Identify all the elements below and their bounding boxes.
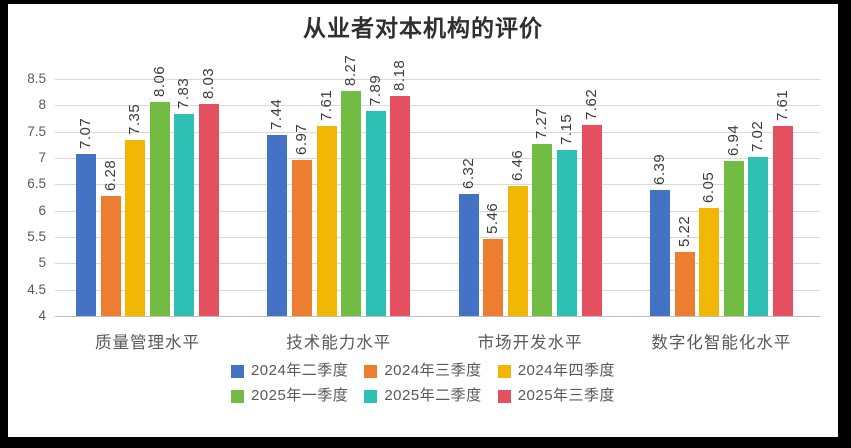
- bar: [76, 154, 96, 316]
- gridline: [55, 131, 820, 133]
- category-label: 数字化智能化水平: [651, 334, 792, 352]
- y-axis-tick-label: 8.5: [27, 71, 46, 86]
- chart-title: 从业者对本机构的评价: [303, 15, 543, 41]
- bar-value-label: 6.46: [508, 150, 526, 182]
- chart-legend: 2024年二季度 2024年三季度 2024年四季度 2025年一季度 2025年二季度…: [8, 362, 838, 405]
- legend-item: 2024年二季度: [230, 362, 349, 380]
- bar: [291, 159, 312, 316]
- y-axis-tick-label: 4.5: [27, 281, 46, 297]
- legend-item: 2024年三季度: [364, 362, 481, 380]
- gridline: [55, 263, 820, 265]
- legend-item: 2024年四季度: [497, 362, 616, 380]
- bar-value-label: 7.89: [366, 74, 384, 107]
- gridline: [55, 210, 820, 212]
- bar-value-label: 7.62: [582, 89, 600, 121]
- legend-row: 2024年二季度 2024年三季度 2024年四季度: [230, 362, 616, 380]
- bar-value-label: 7.02: [749, 120, 767, 152]
- bar-value-label: 6.94: [724, 124, 742, 157]
- gridline: [55, 316, 820, 317]
- bar-value-label: 6.05: [700, 171, 718, 204]
- legend-row: 2025年一季度 2025年二季度 2025年三季度: [230, 387, 616, 405]
- y-axis-tick-label: 5.5: [27, 229, 46, 244]
- bar: [557, 150, 577, 316]
- legend-series-label: 2025年二季度: [384, 387, 482, 404]
- bar-value-label: 5.46: [484, 202, 502, 235]
- bar: [458, 193, 479, 316]
- bar-value-label: 7.15: [558, 113, 575, 146]
- bar: [125, 139, 146, 316]
- bar-value-label: 8.18: [391, 59, 409, 91]
- bar: [772, 125, 793, 316]
- bar: [149, 102, 170, 316]
- bar: [649, 190, 670, 316]
- bar: [341, 91, 362, 316]
- legend-series-label: 2024年四季度: [517, 362, 616, 379]
- y-axis-tick-label: 6: [38, 202, 46, 218]
- bar-value-label: 7.27: [533, 107, 551, 139]
- bar-value-label: 7.35: [126, 103, 144, 135]
- legend-item: 2025年二季度: [364, 387, 481, 405]
- bar-value-label: 5.22: [675, 215, 693, 247]
- gridline: [55, 158, 820, 159]
- bar-value-label: 7.44: [268, 98, 286, 130]
- category-label: 市场开发水平: [477, 334, 583, 352]
- bar: [532, 143, 553, 316]
- bar-value-label: 8.03: [200, 67, 217, 99]
- bar-value-label: 7.83: [175, 78, 193, 110]
- y-axis-tick-label: 8: [38, 97, 46, 113]
- bar: [365, 111, 386, 316]
- bar: [390, 95, 411, 316]
- bar: [507, 186, 528, 316]
- bar-value-label: 6.28: [101, 159, 119, 191]
- bar: [748, 156, 769, 316]
- gridline: [55, 289, 820, 291]
- bar: [267, 134, 288, 316]
- legend-color-marker: [497, 364, 511, 378]
- chart-canvas: 从业者对本机构的评价 8.5 8 7.5 7 6.5 6 5.5 5 4.5 4 7.07 6.28…: [8, 4, 838, 437]
- legend-series-label: 2024年三季度: [384, 362, 482, 379]
- y-axis-tick-label: 7.5: [27, 123, 46, 139]
- bar: [723, 161, 744, 316]
- bar: [674, 251, 695, 316]
- legend-series-label: 2025年三季度: [517, 387, 616, 404]
- legend-color-marker: [230, 389, 244, 403]
- legend-item: 2025年三季度: [497, 387, 616, 405]
- gridline: [55, 79, 820, 80]
- legend-item: 2025年一季度: [230, 387, 349, 405]
- category-label: 质量管理水平: [95, 334, 200, 352]
- legend-color-marker: [497, 389, 511, 403]
- bar-value-label: 6.39: [650, 153, 668, 186]
- bar-value-label: 6.97: [292, 123, 310, 155]
- y-axis-tick-label: 5: [38, 255, 46, 271]
- bar-value-label: 8.27: [342, 54, 360, 87]
- gridline: [55, 237, 820, 238]
- gridline: [55, 105, 820, 107]
- bar-value-label: 7.61: [773, 89, 791, 121]
- bar-value-label: 7.07: [77, 118, 94, 150]
- bar-value-label: 8.06: [150, 65, 168, 98]
- bar-value-label: 6.32: [459, 157, 477, 189]
- bar: [699, 208, 720, 316]
- legend-series-label: 2024年二季度: [250, 362, 349, 379]
- y-axis-tick-label: 4: [38, 308, 46, 323]
- bar: [174, 114, 195, 316]
- y-axis-tick-label: 6.5: [27, 176, 46, 192]
- category-label: 技术能力水平: [286, 334, 392, 352]
- legend-series-label: 2025年一季度: [250, 387, 349, 404]
- plot-area: 7.07 6.28 7.35 8.06 7.83 8.03 质量管理水平 7.44 6.97 7.…: [55, 55, 820, 352]
- bar: [100, 195, 121, 316]
- legend-color-marker: [230, 364, 244, 378]
- bar: [199, 103, 219, 316]
- bar: [483, 239, 504, 316]
- y-axis-tick-label: 7: [38, 150, 46, 165]
- legend-color-marker: [364, 389, 378, 403]
- bar: [581, 125, 602, 316]
- legend-color-marker: [364, 364, 378, 378]
- bar-value-label: 7.61: [317, 89, 335, 121]
- gridline: [55, 184, 820, 186]
- bar: [316, 125, 337, 316]
